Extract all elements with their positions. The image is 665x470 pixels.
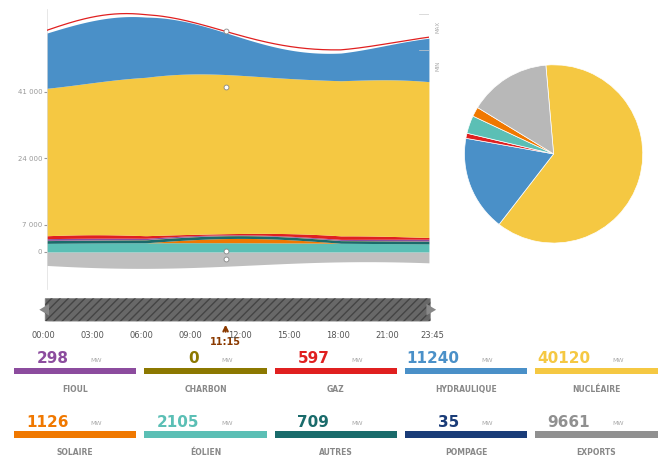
- Text: EXPORTS: EXPORTS: [577, 448, 616, 457]
- Bar: [144, 368, 267, 375]
- Text: 00:00: 00:00: [31, 330, 55, 340]
- Wedge shape: [466, 133, 553, 154]
- Bar: [275, 431, 397, 438]
- Text: 0: 0: [188, 351, 199, 366]
- Text: MAX: MAX: [436, 21, 440, 33]
- Bar: [275, 368, 397, 375]
- Text: ÉOLIEN: ÉOLIEN: [190, 448, 221, 457]
- Text: CHARBON: CHARBON: [184, 385, 227, 394]
- Wedge shape: [477, 65, 553, 154]
- Text: 03:00: 03:00: [80, 330, 104, 340]
- Text: HYDRAULIQUE: HYDRAULIQUE: [436, 385, 497, 394]
- Text: 709: 709: [297, 415, 329, 430]
- Text: 06:00: 06:00: [130, 330, 154, 340]
- Bar: [405, 368, 527, 375]
- Text: 2105: 2105: [156, 415, 199, 430]
- Text: MW: MW: [612, 358, 624, 363]
- Wedge shape: [473, 108, 553, 154]
- Polygon shape: [39, 304, 49, 315]
- Text: MW: MW: [352, 421, 363, 426]
- Bar: [405, 431, 527, 438]
- Text: 09:00: 09:00: [179, 330, 203, 340]
- Text: FIOUL: FIOUL: [63, 385, 88, 394]
- Text: 298: 298: [37, 351, 68, 366]
- Wedge shape: [499, 65, 642, 243]
- Text: 40120: 40120: [537, 351, 590, 366]
- Text: 1126: 1126: [26, 415, 68, 430]
- Bar: [535, 431, 658, 438]
- Text: GAZ: GAZ: [327, 385, 344, 394]
- Text: 597: 597: [297, 351, 329, 366]
- Text: MW: MW: [612, 421, 624, 426]
- Text: POMPAGE: POMPAGE: [445, 448, 487, 457]
- Text: MW: MW: [91, 358, 102, 363]
- Text: 11:15: 11:15: [210, 337, 241, 347]
- Text: MW: MW: [91, 421, 102, 426]
- Text: 35: 35: [438, 415, 460, 430]
- Text: 9661: 9661: [547, 415, 590, 430]
- Text: AUTRES: AUTRES: [319, 448, 352, 457]
- Text: MW: MW: [221, 421, 233, 426]
- Polygon shape: [426, 304, 436, 315]
- Bar: [144, 431, 267, 438]
- Bar: [535, 368, 658, 375]
- Text: MW: MW: [482, 358, 493, 363]
- Text: 23:45: 23:45: [420, 330, 444, 340]
- Wedge shape: [465, 138, 553, 224]
- Text: 21:00: 21:00: [375, 330, 399, 340]
- Text: 12:00: 12:00: [228, 330, 251, 340]
- Text: 11240: 11240: [407, 351, 460, 366]
- Bar: [14, 431, 136, 438]
- Text: MW: MW: [221, 358, 233, 363]
- Text: MW: MW: [352, 358, 363, 363]
- FancyBboxPatch shape: [45, 298, 430, 321]
- Text: MW: MW: [482, 421, 493, 426]
- Text: SOLAIRE: SOLAIRE: [57, 448, 94, 457]
- Bar: [14, 368, 136, 375]
- Text: MIN: MIN: [436, 61, 440, 71]
- Text: 15:00: 15:00: [277, 330, 301, 340]
- Wedge shape: [467, 116, 553, 154]
- Text: NUCLÉAIRE: NUCLÉAIRE: [573, 385, 620, 394]
- Text: 18:00: 18:00: [326, 330, 350, 340]
